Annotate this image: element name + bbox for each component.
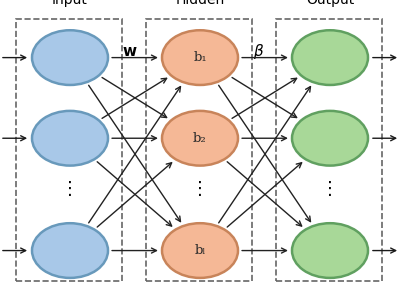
- Circle shape: [162, 223, 238, 278]
- Text: Hidden: Hidden: [175, 0, 225, 7]
- Text: w: w: [123, 44, 137, 59]
- Text: ⋮: ⋮: [321, 180, 339, 198]
- Circle shape: [32, 30, 108, 85]
- Text: bₗ: bₗ: [194, 244, 206, 257]
- Circle shape: [162, 30, 238, 85]
- Circle shape: [292, 223, 368, 278]
- Text: b₂: b₂: [193, 132, 207, 145]
- Circle shape: [32, 223, 108, 278]
- Text: Input: Input: [52, 0, 88, 7]
- Text: Output: Output: [306, 0, 354, 7]
- Circle shape: [292, 111, 368, 166]
- Circle shape: [162, 111, 238, 166]
- Text: ⋮: ⋮: [61, 180, 79, 198]
- Text: ⋮: ⋮: [191, 180, 209, 198]
- Text: b₁: b₁: [193, 51, 207, 64]
- Circle shape: [292, 30, 368, 85]
- Circle shape: [32, 111, 108, 166]
- Text: β: β: [253, 44, 263, 59]
